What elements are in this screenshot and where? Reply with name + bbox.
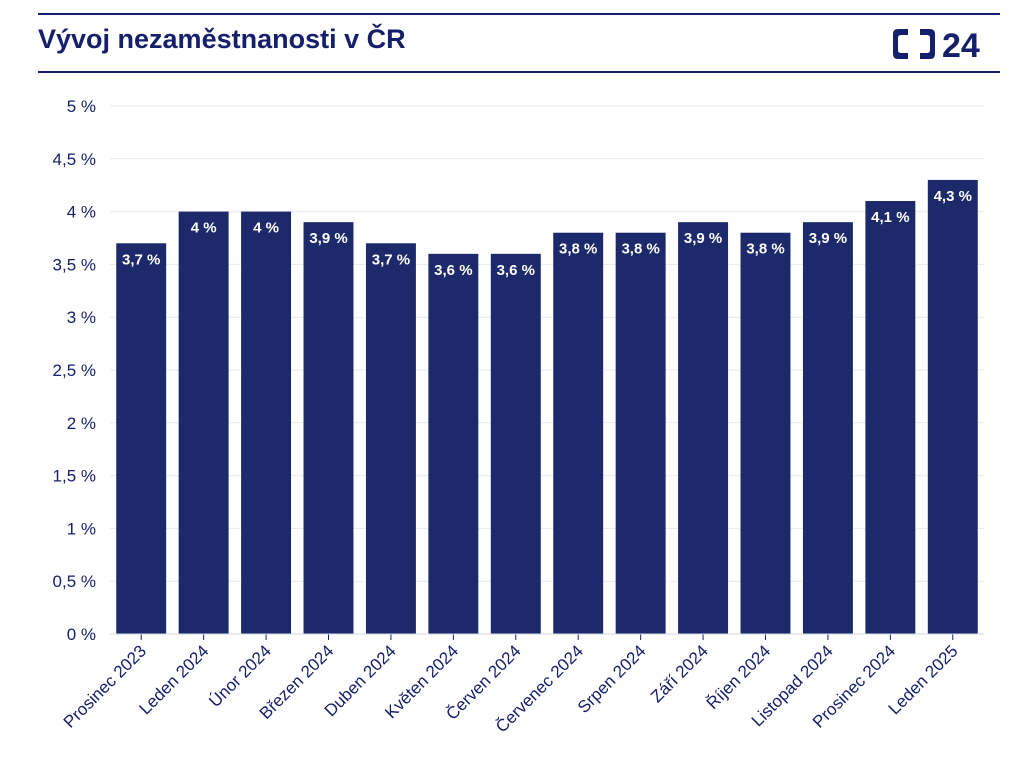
y-tick-label: 4,5 % (53, 150, 96, 169)
x-tick-label: Září 2024 (647, 641, 712, 706)
bar-value-label: 3,8 % (621, 241, 659, 258)
bar (927, 179, 978, 635)
header-top-rule (38, 13, 1000, 15)
y-tick-label: 0 % (67, 625, 96, 644)
y-tick-label: 5 % (67, 97, 96, 116)
bar-value-label: 3,6 % (497, 262, 535, 279)
y-tick-label: 1 % (67, 519, 96, 538)
bar-value-label: 3,7 % (372, 251, 410, 268)
bar-value-label: 3,8 % (559, 241, 597, 258)
y-tick-label: 0,5 % (53, 572, 96, 591)
header-bottom-rule (38, 71, 1000, 73)
y-tick-label: 3 % (67, 308, 96, 327)
bar-value-label: 3,8 % (746, 241, 784, 258)
bar (178, 211, 229, 634)
bar (241, 211, 292, 634)
y-tick-label: 4 % (67, 203, 96, 222)
y-tick-label: 2 % (67, 414, 96, 433)
bar (303, 222, 354, 634)
bar-value-label: 3,9 % (684, 230, 722, 247)
logo-text: 24 (942, 27, 980, 64)
bar (116, 243, 167, 634)
bar-value-label: 4 % (191, 220, 217, 237)
bar-value-label: 4 % (253, 220, 279, 237)
ct24-logo-icon: 24 (893, 27, 980, 64)
bar (865, 201, 916, 635)
bar (553, 232, 604, 634)
bar-value-label: 4,1 % (871, 209, 909, 226)
chart-title: Vývoj nezaměstnanosti v ČR (38, 24, 406, 54)
bar (490, 253, 541, 634)
bar (740, 232, 791, 634)
y-tick-label: 3,5 % (53, 255, 96, 274)
bar-value-label: 3,9 % (309, 230, 347, 247)
bar (428, 253, 479, 634)
bar-value-label: 3,7 % (122, 251, 160, 268)
bar-value-label: 4,3 % (934, 188, 972, 205)
y-tick-label: 2,5 % (53, 361, 96, 380)
bar (365, 243, 416, 634)
bar (802, 222, 853, 634)
bar-value-label: 3,6 % (434, 262, 472, 279)
y-tick-label: 1,5 % (53, 467, 96, 486)
bar-value-label: 3,9 % (809, 230, 847, 247)
ct24-logo: 24 (890, 24, 994, 64)
bar (678, 222, 729, 634)
x-tick-label: Prosinec 2023 (60, 641, 150, 731)
x-tick-label: Srpen 2024 (574, 641, 650, 717)
bar (615, 232, 666, 634)
